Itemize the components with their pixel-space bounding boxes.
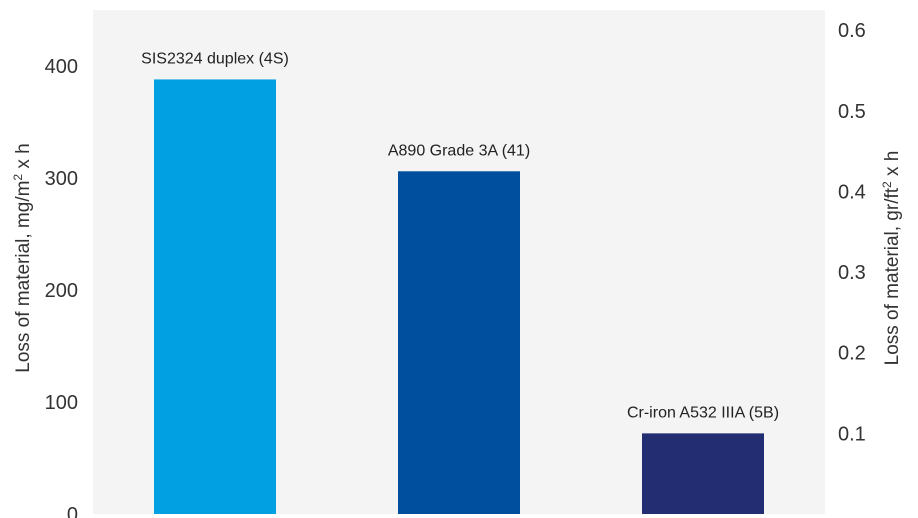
y2-tick-label: 0.3 (838, 262, 866, 284)
data-labels: SIS2324 duplex (4S) A890 Grade 3A (41) Cr-… (141, 50, 779, 421)
y2-tick-label: 0.2 (838, 343, 866, 365)
bar-category-label: Cr-iron A532 IIIA (5B) (627, 404, 779, 421)
bars (154, 79, 764, 514)
left-y-axis-title: Loss of material, mg/m2 x h (11, 143, 34, 372)
right-y-axis-title: Loss of material, gr/ft2 x h (880, 151, 903, 366)
y-tick-label: 400 (45, 56, 78, 78)
y2-tick-label: 0.1 (838, 423, 866, 445)
bar (642, 433, 764, 514)
y2-tick-label: 0.4 (838, 181, 866, 203)
y-tick-label: 0 (67, 504, 78, 518)
y-tick-label: 200 (45, 280, 78, 302)
y-tick-label: 100 (45, 392, 78, 414)
left-y-axis-ticks: 0 100 200 300 400 (45, 56, 78, 518)
bar (154, 79, 276, 514)
y2-tick-label: 0.6 (838, 20, 866, 42)
bar-category-label: A890 Grade 3A (41) (388, 142, 530, 159)
y2-tick-label: 0.5 (838, 101, 866, 123)
bar-category-label: SIS2324 duplex (4S) (141, 50, 289, 67)
right-y-axis-ticks: 0.1 0.2 0.3 0.4 0.5 0.6 (838, 20, 866, 445)
y-tick-label: 300 (45, 168, 78, 190)
bar (398, 171, 520, 514)
